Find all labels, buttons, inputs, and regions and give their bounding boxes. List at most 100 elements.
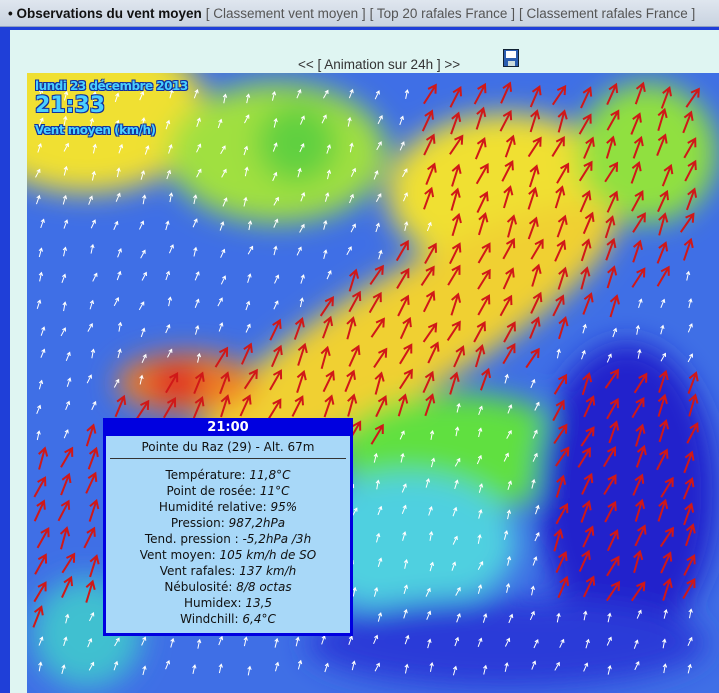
link-classement-vent[interactable]: [ Classement vent moyen ] [205, 5, 366, 21]
row-value: 8/8 octas [236, 580, 292, 594]
wind-arrow [376, 532, 381, 543]
wind-arrow [240, 342, 253, 365]
animation-24h-link[interactable]: << [ Animation sur 24h ] >> [298, 57, 461, 72]
wind-arrow [247, 273, 252, 283]
wind-arrow [299, 297, 304, 308]
wind-arrow [423, 186, 435, 210]
wind-arrow [348, 290, 362, 313]
wind-arrow [635, 324, 641, 335]
wind-arrow [192, 396, 205, 419]
wind-arrow [60, 327, 67, 337]
wind-arrow [446, 320, 461, 342]
wind-arrow [89, 117, 94, 128]
wind-arrow [219, 371, 231, 395]
wind-arrow [685, 187, 698, 211]
link-classement-rafales[interactable]: [ Classement rafales France ] [518, 5, 696, 21]
wind-arrow [477, 427, 483, 438]
wind-arrow [85, 579, 96, 603]
wind-map[interactable]: lundi 23 décembre 2013 21:33 Vent moyen … [27, 73, 719, 693]
wind-arrow [502, 342, 516, 365]
wind-arrow [663, 608, 668, 619]
wind-arrow [429, 661, 434, 672]
popup-row: Température: 11,8°C [106, 467, 350, 483]
wind-arrow [662, 577, 673, 601]
wind-arrow [660, 551, 673, 574]
wind-arrow [91, 400, 97, 411]
wind-arrow [88, 195, 94, 205]
wind-arrow [273, 117, 278, 128]
wind-arrow [555, 474, 567, 498]
wind-arrow [604, 368, 620, 389]
wind-arrow [687, 353, 694, 363]
wind-arrow [247, 665, 252, 676]
wind-arrow [63, 90, 69, 101]
wind-arrow [193, 88, 199, 99]
wind-arrow [245, 323, 251, 333]
wind-arrow [638, 298, 643, 308]
wind-arrow [606, 555, 620, 577]
wind-arrow [580, 238, 592, 262]
wind-arrow [38, 88, 44, 99]
wind-arrow [582, 323, 587, 334]
wind-arrow [38, 271, 44, 282]
wind-arrow [63, 142, 69, 152]
wind-arrow [506, 214, 518, 238]
wind-arrow [87, 446, 99, 470]
wind-arrow [527, 186, 539, 210]
wind-arrow [326, 169, 332, 180]
wind-arrow [166, 169, 172, 180]
wind-arrow [350, 167, 357, 177]
wind-arrow [529, 610, 535, 621]
wind-arrow [452, 506, 458, 517]
wind-arrow [499, 109, 513, 132]
wind-arrow [272, 142, 278, 152]
link-top20-rafales[interactable]: [ Top 20 rafales France ] [369, 5, 515, 21]
wind-arrow [274, 637, 279, 648]
wind-arrow [473, 82, 487, 105]
wind-arrow [531, 478, 536, 489]
wind-arrow [636, 609, 642, 619]
wind-arrow [527, 216, 539, 240]
wind-arrow [581, 349, 586, 360]
wind-arrow [40, 218, 45, 229]
wind-arrow [297, 342, 308, 366]
wind-arrow [57, 499, 71, 522]
row-label: Température: [165, 468, 250, 482]
wind-arrow [247, 245, 254, 255]
wind-arrow [529, 109, 541, 133]
wind-arrow [141, 636, 147, 646]
wind-arrow [377, 557, 383, 567]
wind-arrow [507, 480, 513, 490]
wind-arrow [274, 661, 280, 672]
floppy-disk-icon[interactable] [503, 49, 519, 67]
wind-arrow [456, 612, 461, 623]
wind-arrow [404, 634, 410, 645]
wind-arrow [63, 219, 69, 229]
wind-arrow [165, 270, 171, 281]
wind-arrow [660, 86, 672, 109]
wind-arrow [477, 294, 491, 316]
wind-map-layer [27, 73, 717, 688]
wind-arrow [135, 399, 150, 421]
wind-arrow [687, 663, 692, 674]
wind-arrow [429, 561, 435, 572]
wind-arrow [346, 246, 352, 256]
row-value: 6,4°C [242, 612, 276, 626]
wind-arrow [117, 248, 122, 258]
wind-arrow [506, 429, 512, 439]
wind-arrow [115, 192, 121, 202]
wind-arrow [477, 268, 491, 290]
wind-arrow [556, 612, 561, 623]
wind-arrow [578, 160, 593, 182]
wind-arrow [220, 394, 231, 418]
wind-arrow [247, 220, 253, 231]
wind-arrow [685, 270, 691, 281]
wind-arrow [139, 220, 145, 230]
wind-arrow [113, 220, 119, 231]
animation-link[interactable]: << [ Animation sur 24h ] >> [298, 57, 460, 73]
wind-arrow [38, 636, 44, 646]
popup-row: Tend. pression : -5,2hPa /3h [106, 531, 350, 547]
wind-arrow [683, 450, 695, 474]
wind-arrow [688, 298, 693, 308]
wind-arrow [194, 298, 200, 308]
